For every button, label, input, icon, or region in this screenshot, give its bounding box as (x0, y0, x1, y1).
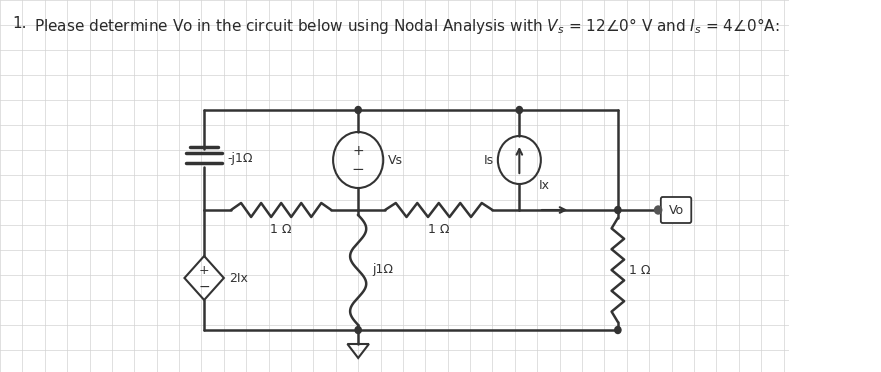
Text: j1Ω: j1Ω (373, 263, 394, 276)
Text: 1.: 1. (12, 16, 27, 31)
Circle shape (355, 106, 361, 113)
Circle shape (655, 206, 662, 214)
Text: 2Ix: 2Ix (229, 272, 248, 285)
Circle shape (615, 327, 621, 334)
Text: +: + (199, 263, 210, 276)
Text: Please determine Vo in the circuit below using Nodal Analysis with $V_s$ = 12$\a: Please determine Vo in the circuit below… (34, 16, 780, 36)
Text: −: − (198, 280, 210, 294)
FancyBboxPatch shape (661, 197, 692, 223)
Text: +: + (352, 144, 364, 158)
Text: 1 Ω: 1 Ω (270, 223, 292, 236)
Circle shape (516, 106, 522, 113)
Text: Vs: Vs (388, 154, 403, 167)
Text: 1 Ω: 1 Ω (428, 223, 449, 236)
Text: 1 Ω: 1 Ω (628, 263, 650, 276)
Text: Vo: Vo (669, 203, 684, 217)
Text: −: − (352, 161, 365, 176)
Text: -j1Ω: -j1Ω (227, 151, 253, 164)
Text: Ix: Ix (539, 179, 550, 192)
Text: Is: Is (484, 154, 493, 167)
Circle shape (355, 327, 361, 334)
Circle shape (615, 206, 621, 214)
